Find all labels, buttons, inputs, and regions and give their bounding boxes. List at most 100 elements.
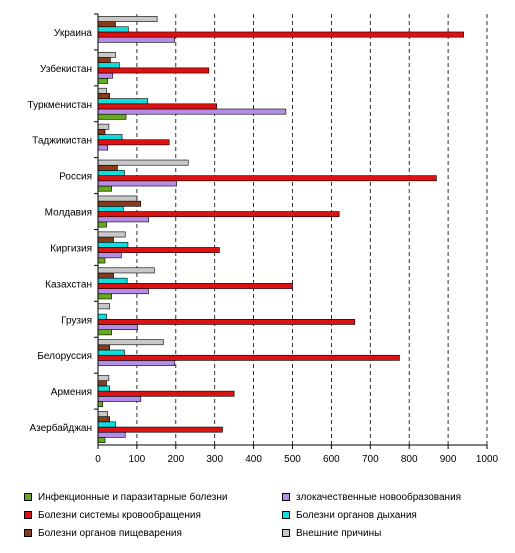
x-tick-label: 900 xyxy=(440,454,457,465)
bar xyxy=(97,288,149,295)
bar xyxy=(97,77,109,84)
bar xyxy=(97,195,138,202)
bar xyxy=(97,318,356,325)
bar xyxy=(97,293,112,300)
legend-swatch xyxy=(282,493,290,501)
category-labels: Украина Узбекистан Туркменистан Таджикистан… xyxy=(28,13,98,434)
bar xyxy=(97,51,116,58)
bar xyxy=(97,159,189,166)
legend-swatch xyxy=(24,511,32,519)
bar xyxy=(97,57,111,63)
bar xyxy=(97,390,235,397)
bar xyxy=(97,396,142,402)
bar xyxy=(97,87,107,94)
legend-item: Болезни органов дыхания xyxy=(282,508,417,522)
bar xyxy=(97,134,123,141)
x-tick-label: 100 xyxy=(129,454,146,465)
bar xyxy=(97,108,287,115)
bar xyxy=(97,277,128,284)
bar xyxy=(97,339,164,346)
legend-swatch xyxy=(282,529,290,537)
x-tick-label: 500 xyxy=(284,454,301,465)
bar xyxy=(97,144,109,151)
bar xyxy=(97,401,103,408)
category-label: Армения xyxy=(51,387,92,398)
bar xyxy=(97,170,125,176)
legend-label: Болезни органов дыхания xyxy=(296,509,417,521)
bar xyxy=(97,139,170,146)
legend-label: Болезни системы кровообращения xyxy=(38,509,201,521)
bar xyxy=(97,98,149,105)
bar xyxy=(97,93,110,99)
bar xyxy=(97,180,177,187)
legend-label: Внешние причины xyxy=(296,527,382,539)
bar xyxy=(97,72,114,79)
category-label: Азербайджан xyxy=(29,422,92,434)
bar xyxy=(97,26,129,33)
category-label: Россия xyxy=(59,172,92,183)
bar xyxy=(97,426,223,433)
x-tick-label: 1000 xyxy=(476,454,499,465)
bar xyxy=(97,411,109,417)
bar xyxy=(97,129,106,135)
category-label: Казахстан xyxy=(45,279,92,290)
category-label: Молдавия xyxy=(45,208,92,219)
bar xyxy=(97,437,106,443)
legend-label: Инфекционные и паразитарные болезни xyxy=(38,491,228,503)
bar xyxy=(97,431,126,438)
legend-swatch xyxy=(24,529,32,537)
category-label: Таджикистан xyxy=(32,136,92,147)
category-label: Грузия xyxy=(61,315,92,326)
bar xyxy=(97,416,110,423)
x-tick-label: 800 xyxy=(401,454,418,465)
bar xyxy=(97,324,138,330)
bar xyxy=(97,206,124,212)
category-label: Туркменистан xyxy=(28,100,92,111)
legend-item: Внешние причины xyxy=(282,526,381,540)
bar xyxy=(97,241,129,248)
bar xyxy=(97,36,175,43)
bar xyxy=(97,252,122,259)
bar xyxy=(97,164,118,171)
bar xyxy=(97,375,110,382)
bar xyxy=(97,283,293,289)
x-tick-label: 300 xyxy=(206,454,223,465)
legend-label: злокачественные новообразования xyxy=(296,491,462,503)
legend-item: злокачественные новообразования xyxy=(282,490,461,504)
bar xyxy=(97,421,116,428)
category-label: Украина xyxy=(54,28,93,39)
bar xyxy=(97,216,149,223)
category-label: Узбекистан xyxy=(40,63,92,75)
bar xyxy=(97,267,155,274)
x-tick-label: 700 xyxy=(362,454,379,465)
bar xyxy=(97,185,112,192)
category-label: Белоруссия xyxy=(37,351,92,362)
legend-item: Инфекционные и паразитарные болезни xyxy=(24,490,227,504)
bar xyxy=(97,303,110,310)
x-tick-label: 600 xyxy=(323,454,340,465)
legend-swatch xyxy=(24,493,32,501)
x-tick-label: 400 xyxy=(245,454,262,465)
bar xyxy=(97,175,437,182)
bar xyxy=(97,221,107,228)
bar xyxy=(97,113,127,120)
bar xyxy=(97,62,120,69)
bar xyxy=(97,123,110,130)
bar xyxy=(97,272,114,279)
bar xyxy=(97,385,110,392)
bars xyxy=(97,16,464,443)
legend-item: Болезни системы кровообращения xyxy=(24,508,201,522)
bar xyxy=(97,257,106,264)
bar xyxy=(97,31,464,38)
bar xyxy=(97,200,142,207)
bar xyxy=(97,380,107,387)
bar xyxy=(97,211,340,218)
bar xyxy=(97,360,175,366)
x-tick-label: 0 xyxy=(95,454,101,465)
bar xyxy=(97,344,110,351)
bar xyxy=(97,21,116,28)
bar xyxy=(97,247,220,253)
category-label: Киргизия xyxy=(50,243,92,254)
bar xyxy=(97,313,107,320)
legend-label: Болезни органов пищеварения xyxy=(38,527,182,539)
